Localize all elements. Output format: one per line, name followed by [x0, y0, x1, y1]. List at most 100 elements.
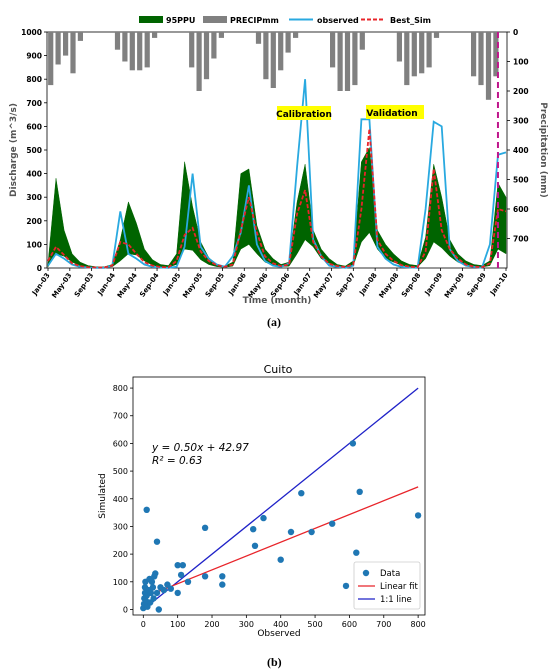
x-tick-label: Jan-05 [161, 271, 183, 297]
scatter-y-tick-label: 400 [113, 495, 128, 504]
identity-line [142, 387, 419, 610]
y2-tick-label: 100 [513, 58, 529, 67]
precip-bar [122, 32, 128, 62]
y-tick-label: 300 [26, 193, 42, 202]
x-tick-label: May-08 [378, 271, 401, 299]
precip-bar [285, 32, 291, 53]
scatter-x-tick-label: 200 [204, 620, 219, 629]
best-sim-line [47, 128, 507, 269]
x-tick-label: May-09 [443, 271, 466, 299]
data-point [167, 585, 174, 592]
precip-bar [426, 32, 432, 68]
x-axis-title: Time (month) [243, 296, 312, 306]
precip-bar [396, 32, 402, 62]
precip-bar [211, 32, 217, 59]
precip-bar [471, 32, 477, 77]
precip-bar [152, 32, 158, 38]
data-point [184, 578, 192, 585]
observed-line [47, 79, 507, 269]
precip-bar [129, 32, 135, 71]
legend-marker-data [362, 569, 370, 577]
scatter-x-tick-label: 0 [141, 620, 146, 629]
precip-bar [77, 32, 83, 41]
data-point [177, 571, 185, 579]
x-tick-label: Jan-07 [292, 271, 314, 297]
precip-bar [352, 32, 358, 86]
scatter-y-tick-label: 800 [113, 384, 128, 393]
data-point [152, 570, 159, 577]
calibration-label-bg [277, 106, 331, 120]
scatter-y-title: Simulated [98, 473, 108, 518]
validation-label: Validation [366, 109, 417, 119]
precip-bar [203, 32, 210, 80]
data-point [143, 506, 150, 513]
y-tick-label: 900 [26, 52, 42, 61]
x-tick-label: Sep-07 [335, 271, 357, 298]
x-tick-label: Jan-09 [423, 271, 445, 297]
y-axis-title: Discharge (m^3/s) [9, 103, 19, 197]
legend-label-data: Data [380, 569, 400, 579]
legend-label-95ppu: 95PPU [166, 16, 195, 25]
x-tick-label: May-05 [181, 271, 204, 299]
data-point [298, 490, 305, 497]
data-point [174, 562, 181, 569]
y-tick-label: 400 [26, 170, 42, 179]
data-point [174, 589, 181, 597]
scatter-x-tick-label: 400 [273, 620, 288, 629]
x-tick-label: May-04 [116, 271, 139, 299]
y2-tick-label: 400 [513, 146, 529, 155]
caption-b: (b) [267, 655, 282, 669]
x-tick-label: May-03 [50, 271, 73, 299]
precip-bar [293, 32, 299, 38]
y2-tick-label: 600 [513, 205, 529, 214]
data-point [201, 524, 209, 531]
scatter-x-title: Observed [257, 629, 300, 639]
x-tick-label: Jan-03 [30, 271, 52, 297]
y2-tick-label: 0 [513, 28, 518, 37]
precip-bar [433, 32, 440, 38]
precip-bar [263, 32, 269, 80]
x-tick-label: Sep-08 [400, 271, 422, 298]
x-tick-label: Sep-03 [73, 271, 95, 298]
scatter-y-tick-label: 500 [113, 467, 128, 476]
scatter-y-tick-label: 200 [113, 550, 128, 559]
data-point [155, 606, 162, 613]
data-point [349, 440, 357, 447]
data-point [150, 595, 157, 602]
data-point [251, 542, 259, 549]
x-tick-label: Jan-06 [226, 271, 248, 297]
scatter-x-tick-label: 600 [342, 620, 357, 629]
legend-swatch-precip [203, 16, 227, 23]
fit-r2: R² = 0.63 [152, 455, 202, 467]
precip-bar [411, 32, 417, 77]
data-point [329, 520, 336, 527]
precip-bar [493, 32, 499, 77]
x-tick-label: Sep-05 [204, 271, 226, 298]
scatter-chart: Cuito 0 100 200 300 400 500 600 700 800 0 100 200 30… [98, 363, 426, 639]
x-tick-label: Sep-04 [138, 271, 160, 298]
precip-bar [478, 32, 484, 86]
y-tick-label: 700 [26, 99, 42, 108]
scatter-y-tick-label: 100 [113, 578, 128, 587]
data-point [250, 526, 257, 533]
y-tick-label: 500 [26, 146, 42, 155]
y-tick-label: 100 [26, 240, 42, 249]
scatter-y-tick-label: 600 [113, 439, 128, 448]
caption-a: (a) [267, 315, 281, 329]
precip-bar [70, 32, 76, 74]
precip-bar [55, 32, 61, 65]
precip-bar [218, 32, 224, 38]
precip-bar [137, 32, 143, 71]
y-tick-label: 800 [26, 75, 42, 84]
precip-bar [270, 32, 276, 88]
x-tick-label: Sep-09 [466, 271, 488, 298]
calibration-label: Calibration [276, 110, 332, 120]
data-point [149, 584, 157, 591]
legend-label-identity: 1:1 line [380, 595, 412, 605]
ppu-band [47, 146, 507, 268]
legend-label-best-sim: Best_Sim [390, 16, 431, 25]
scatter-y-tick-label: 0 [123, 605, 128, 614]
x-tick-label: Jan-04 [96, 271, 118, 297]
precip-bar [189, 32, 195, 68]
y-tick-label: 200 [26, 217, 42, 226]
